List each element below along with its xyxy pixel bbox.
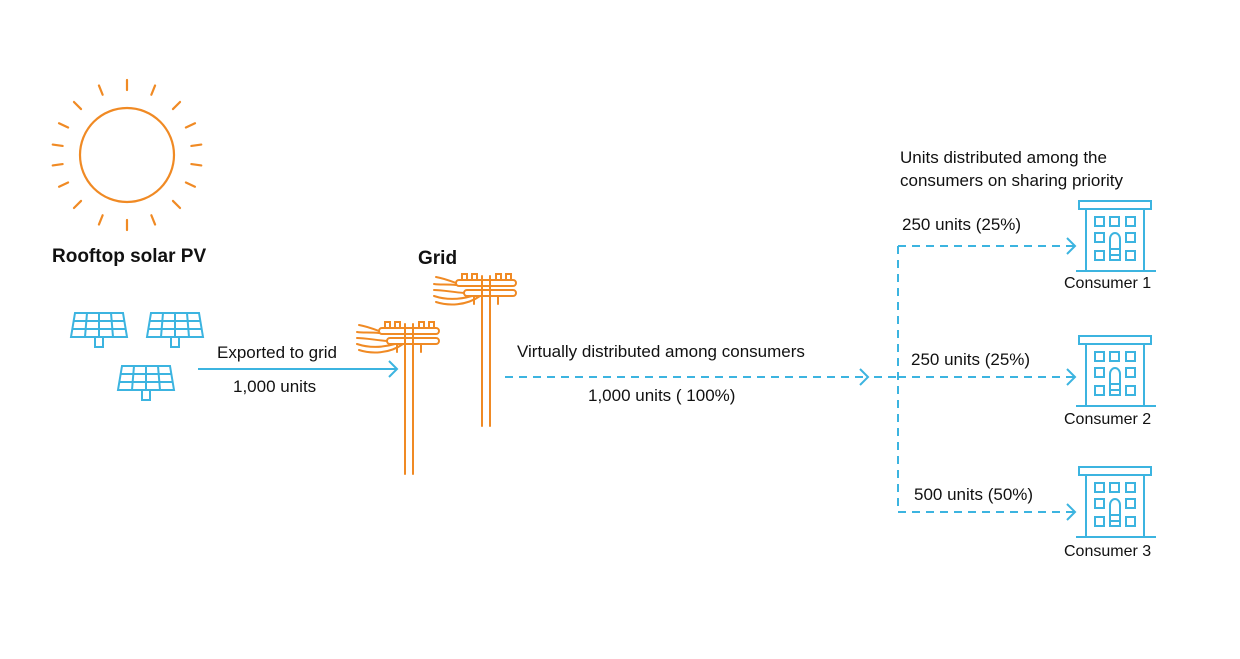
sharing-note: Units distributed among the consumers on… [900, 146, 1123, 192]
consumer-1-share: 250 units (25%) [902, 215, 1022, 234]
export-label: Exported to grid [217, 343, 338, 362]
solar-panel-icon [117, 365, 175, 401]
solar-panel-icon [146, 312, 204, 348]
consumer-3-label: Consumer 3 [1064, 543, 1152, 560]
consumer-2-share: 250 units (25%) [911, 350, 1031, 369]
sun-icon [51, 78, 203, 232]
export-amount: 1,000 units [233, 377, 317, 396]
power-pole-icon [433, 273, 517, 427]
consumer-2-label: Consumer 2 [1064, 411, 1152, 428]
power-pole-icon [356, 321, 440, 475]
building-icon [1075, 335, 1157, 407]
source-title: Rooftop solar PV [52, 246, 207, 267]
grid-title: Grid [418, 248, 458, 269]
export-arrow [198, 360, 399, 378]
consumer-1-label: Consumer 1 [1064, 275, 1152, 292]
distribution-arrow [505, 237, 1077, 521]
solar-panel-icon [70, 312, 128, 348]
distribution-label: Virtually distributed among consumers [517, 342, 805, 361]
sharing-note-line2: consumers on sharing priority [900, 171, 1123, 190]
building-icon [1075, 466, 1157, 538]
distribution-amount: 1,000 units ( 100%) [588, 386, 736, 405]
consumer-3-share: 500 units (50%) [914, 485, 1034, 504]
building-icon [1075, 200, 1157, 272]
sharing-note-line1: Units distributed among the [900, 148, 1107, 167]
